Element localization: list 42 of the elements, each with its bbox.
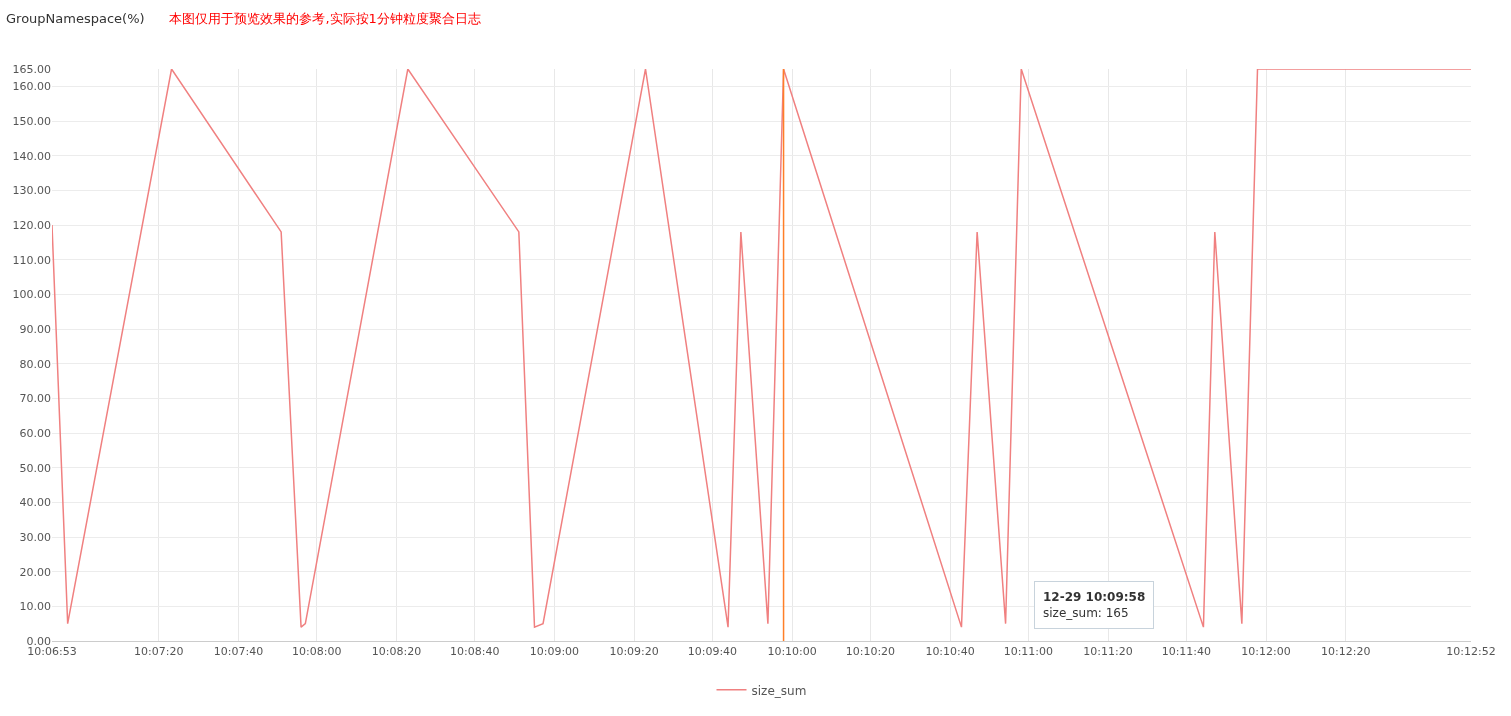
y-tick-label: 40.00: [19, 496, 51, 510]
x-tick-label: 10:08:00: [292, 645, 342, 659]
x-tick-label: 10:08:20: [371, 645, 422, 659]
y-tick-label: 160.00: [12, 80, 51, 94]
y-tick-label: 80.00: [19, 357, 51, 371]
y-tick-label: 0.00: [26, 634, 51, 648]
x-tick-label: 10:11:40: [1161, 645, 1212, 659]
x-tick-label: 10:07:20: [134, 645, 184, 659]
y-tick-label: 70.00: [19, 392, 51, 406]
y-tick-label: 30.00: [19, 530, 51, 544]
x-tick-label: 10:08:40: [450, 645, 500, 659]
y-tick-label: 130.00: [12, 184, 51, 198]
y-tick-label: 90.00: [19, 322, 51, 336]
y-tick-label: 120.00: [12, 218, 51, 232]
x-tick-label: 10:11:00: [1003, 645, 1054, 659]
x-tick-label: 10:09:40: [687, 645, 738, 659]
y-tick-label: 100.00: [12, 288, 51, 302]
chart-title: GroupNamespace(%): [6, 11, 145, 27]
x-tick-label: 10:11:20: [1083, 645, 1133, 659]
x-tick-label: 10:07:40: [213, 645, 264, 659]
x-tick-label: 10:10:20: [845, 645, 896, 659]
x-tick-label: 10:09:20: [609, 645, 659, 659]
x-tick-label: 10:06:53: [27, 645, 77, 659]
x-tick-label: 10:12:00: [1241, 645, 1291, 659]
annotation: 12-29 10:09:58: [1043, 590, 1146, 604]
y-tick-label: 110.00: [12, 253, 51, 267]
x-tick-label: 10:10:00: [767, 645, 817, 659]
y-tick-label: 60.00: [19, 426, 51, 440]
y-tick-label: 50.00: [19, 461, 51, 475]
x-tick-label: 10:10:40: [925, 645, 975, 659]
x-tick-label: 10:12:52: [1446, 645, 1496, 659]
y-tick-label: 150.00: [12, 114, 51, 128]
x-tick-label: 10:12:20: [1321, 645, 1371, 659]
legend-label: size_sum: [751, 683, 807, 698]
annotation: size_sum: 165: [1043, 605, 1129, 620]
x-tick-label: 10:09:00: [529, 645, 580, 659]
y-tick-label: 20.00: [19, 565, 51, 579]
y-tick-label: 140.00: [12, 149, 51, 163]
y-tick-label: 10.00: [19, 600, 51, 614]
line-series: [52, 69, 1471, 628]
y-tick-label: 165.00: [12, 62, 51, 76]
chart-subtitle: 本图仅用于预览效果的参考,实际按1分钟粒度聚合日志: [169, 11, 481, 27]
